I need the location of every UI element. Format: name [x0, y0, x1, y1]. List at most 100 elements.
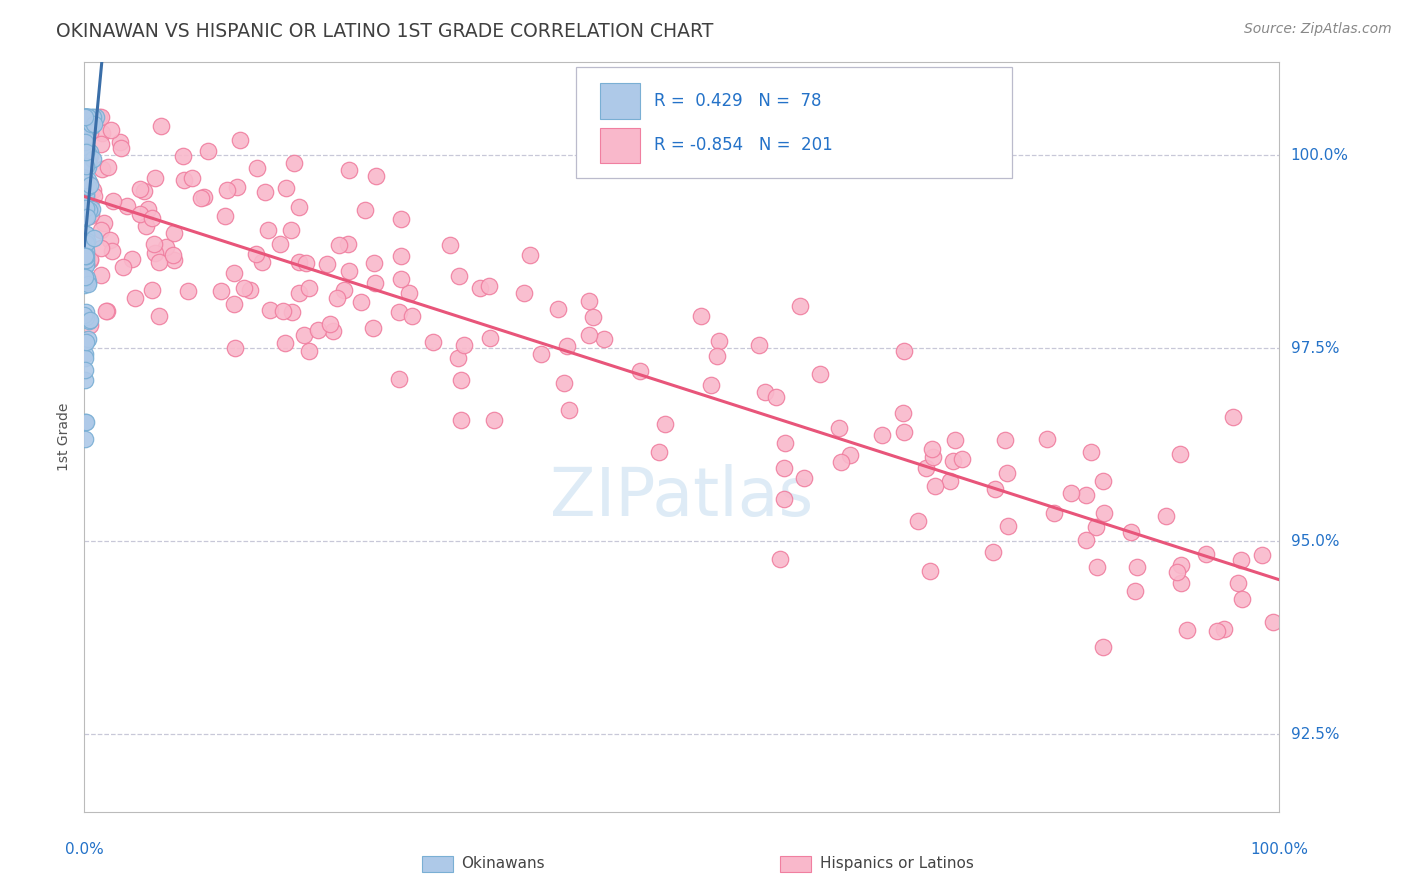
Point: [1230, 553, 1253, 567]
Point: [75, 249, 97, 263]
Point: [80, 117, 103, 131]
Point: [79, 149, 101, 163]
Point: [924, 479, 946, 493]
Point: [1084, 519, 1107, 533]
Point: [124, 291, 146, 305]
Text: Source: ZipAtlas.com: Source: ZipAtlas.com: [1244, 22, 1392, 37]
Point: [593, 332, 616, 346]
Point: [101, 194, 124, 208]
Point: [1206, 624, 1229, 639]
Point: [654, 417, 676, 432]
Point: [555, 339, 578, 353]
Point: [870, 428, 893, 442]
Point: [143, 170, 166, 185]
Point: [75, 189, 97, 203]
Point: [82, 183, 104, 197]
Point: [519, 248, 541, 262]
Point: [222, 266, 245, 280]
Point: [332, 283, 354, 297]
Point: [75, 415, 97, 429]
Point: [73, 129, 96, 144]
Point: [73, 363, 96, 377]
Point: [76, 158, 98, 172]
Point: [91, 161, 114, 176]
Text: R =  0.429   N =  78: R = 0.429 N = 78: [654, 92, 821, 110]
Point: [257, 223, 280, 237]
Point: [79, 177, 101, 191]
Point: [75, 432, 97, 446]
Y-axis label: 1st Grade: 1st Grade: [58, 403, 72, 471]
Point: [73, 351, 96, 365]
Point: [1170, 576, 1192, 591]
Point: [82, 202, 104, 216]
Point: [141, 211, 163, 225]
Point: [1226, 575, 1249, 590]
Point: [112, 260, 135, 274]
Point: [97, 160, 120, 174]
Point: [209, 285, 232, 299]
Point: [177, 285, 200, 299]
Point: [984, 482, 1007, 496]
Point: [1074, 488, 1097, 502]
Point: [90, 223, 112, 237]
Point: [361, 320, 384, 334]
Point: [288, 286, 311, 301]
Point: [482, 413, 505, 427]
Text: Okinawans: Okinawans: [461, 856, 544, 871]
Point: [100, 123, 122, 137]
Point: [1080, 445, 1102, 459]
Point: [325, 291, 347, 305]
Point: [73, 278, 96, 293]
Point: [1195, 548, 1218, 562]
Point: [149, 119, 172, 133]
Point: [101, 244, 124, 258]
Point: [298, 344, 321, 359]
Point: [75, 244, 97, 259]
Point: [1154, 508, 1177, 523]
Point: [76, 154, 98, 169]
Point: [297, 281, 319, 295]
Point: [690, 310, 713, 324]
Point: [366, 169, 388, 184]
Point: [76, 123, 98, 137]
Point: [246, 161, 269, 176]
Point: [75, 305, 97, 319]
Point: [155, 240, 177, 254]
Point: [530, 347, 553, 361]
Point: [82, 152, 104, 166]
Point: [77, 147, 100, 161]
Point: [75, 110, 97, 124]
Point: [136, 202, 159, 217]
Point: [75, 227, 97, 241]
Point: [73, 110, 96, 124]
Point: [363, 256, 385, 270]
Point: [90, 241, 112, 255]
Point: [921, 442, 943, 456]
Point: [77, 180, 100, 194]
Point: [110, 141, 132, 155]
Point: [353, 203, 375, 218]
Point: [553, 376, 575, 390]
Point: [80, 119, 103, 133]
Point: [73, 308, 96, 322]
Point: [512, 285, 534, 300]
Point: [337, 264, 360, 278]
Point: [128, 182, 150, 196]
Point: [87, 110, 110, 124]
Point: [1036, 433, 1059, 447]
Point: [288, 200, 311, 214]
Point: [75, 201, 97, 215]
Text: 97.5%: 97.5%: [1291, 341, 1339, 356]
Point: [388, 372, 411, 386]
Point: [145, 245, 167, 260]
Point: [765, 390, 787, 404]
Point: [983, 545, 1005, 559]
Point: [950, 451, 973, 466]
Point: [1060, 485, 1083, 500]
Point: [90, 126, 112, 140]
Point: [73, 347, 96, 361]
Point: [79, 199, 101, 213]
Point: [76, 275, 98, 289]
Point: [280, 223, 302, 237]
Point: [793, 471, 815, 485]
